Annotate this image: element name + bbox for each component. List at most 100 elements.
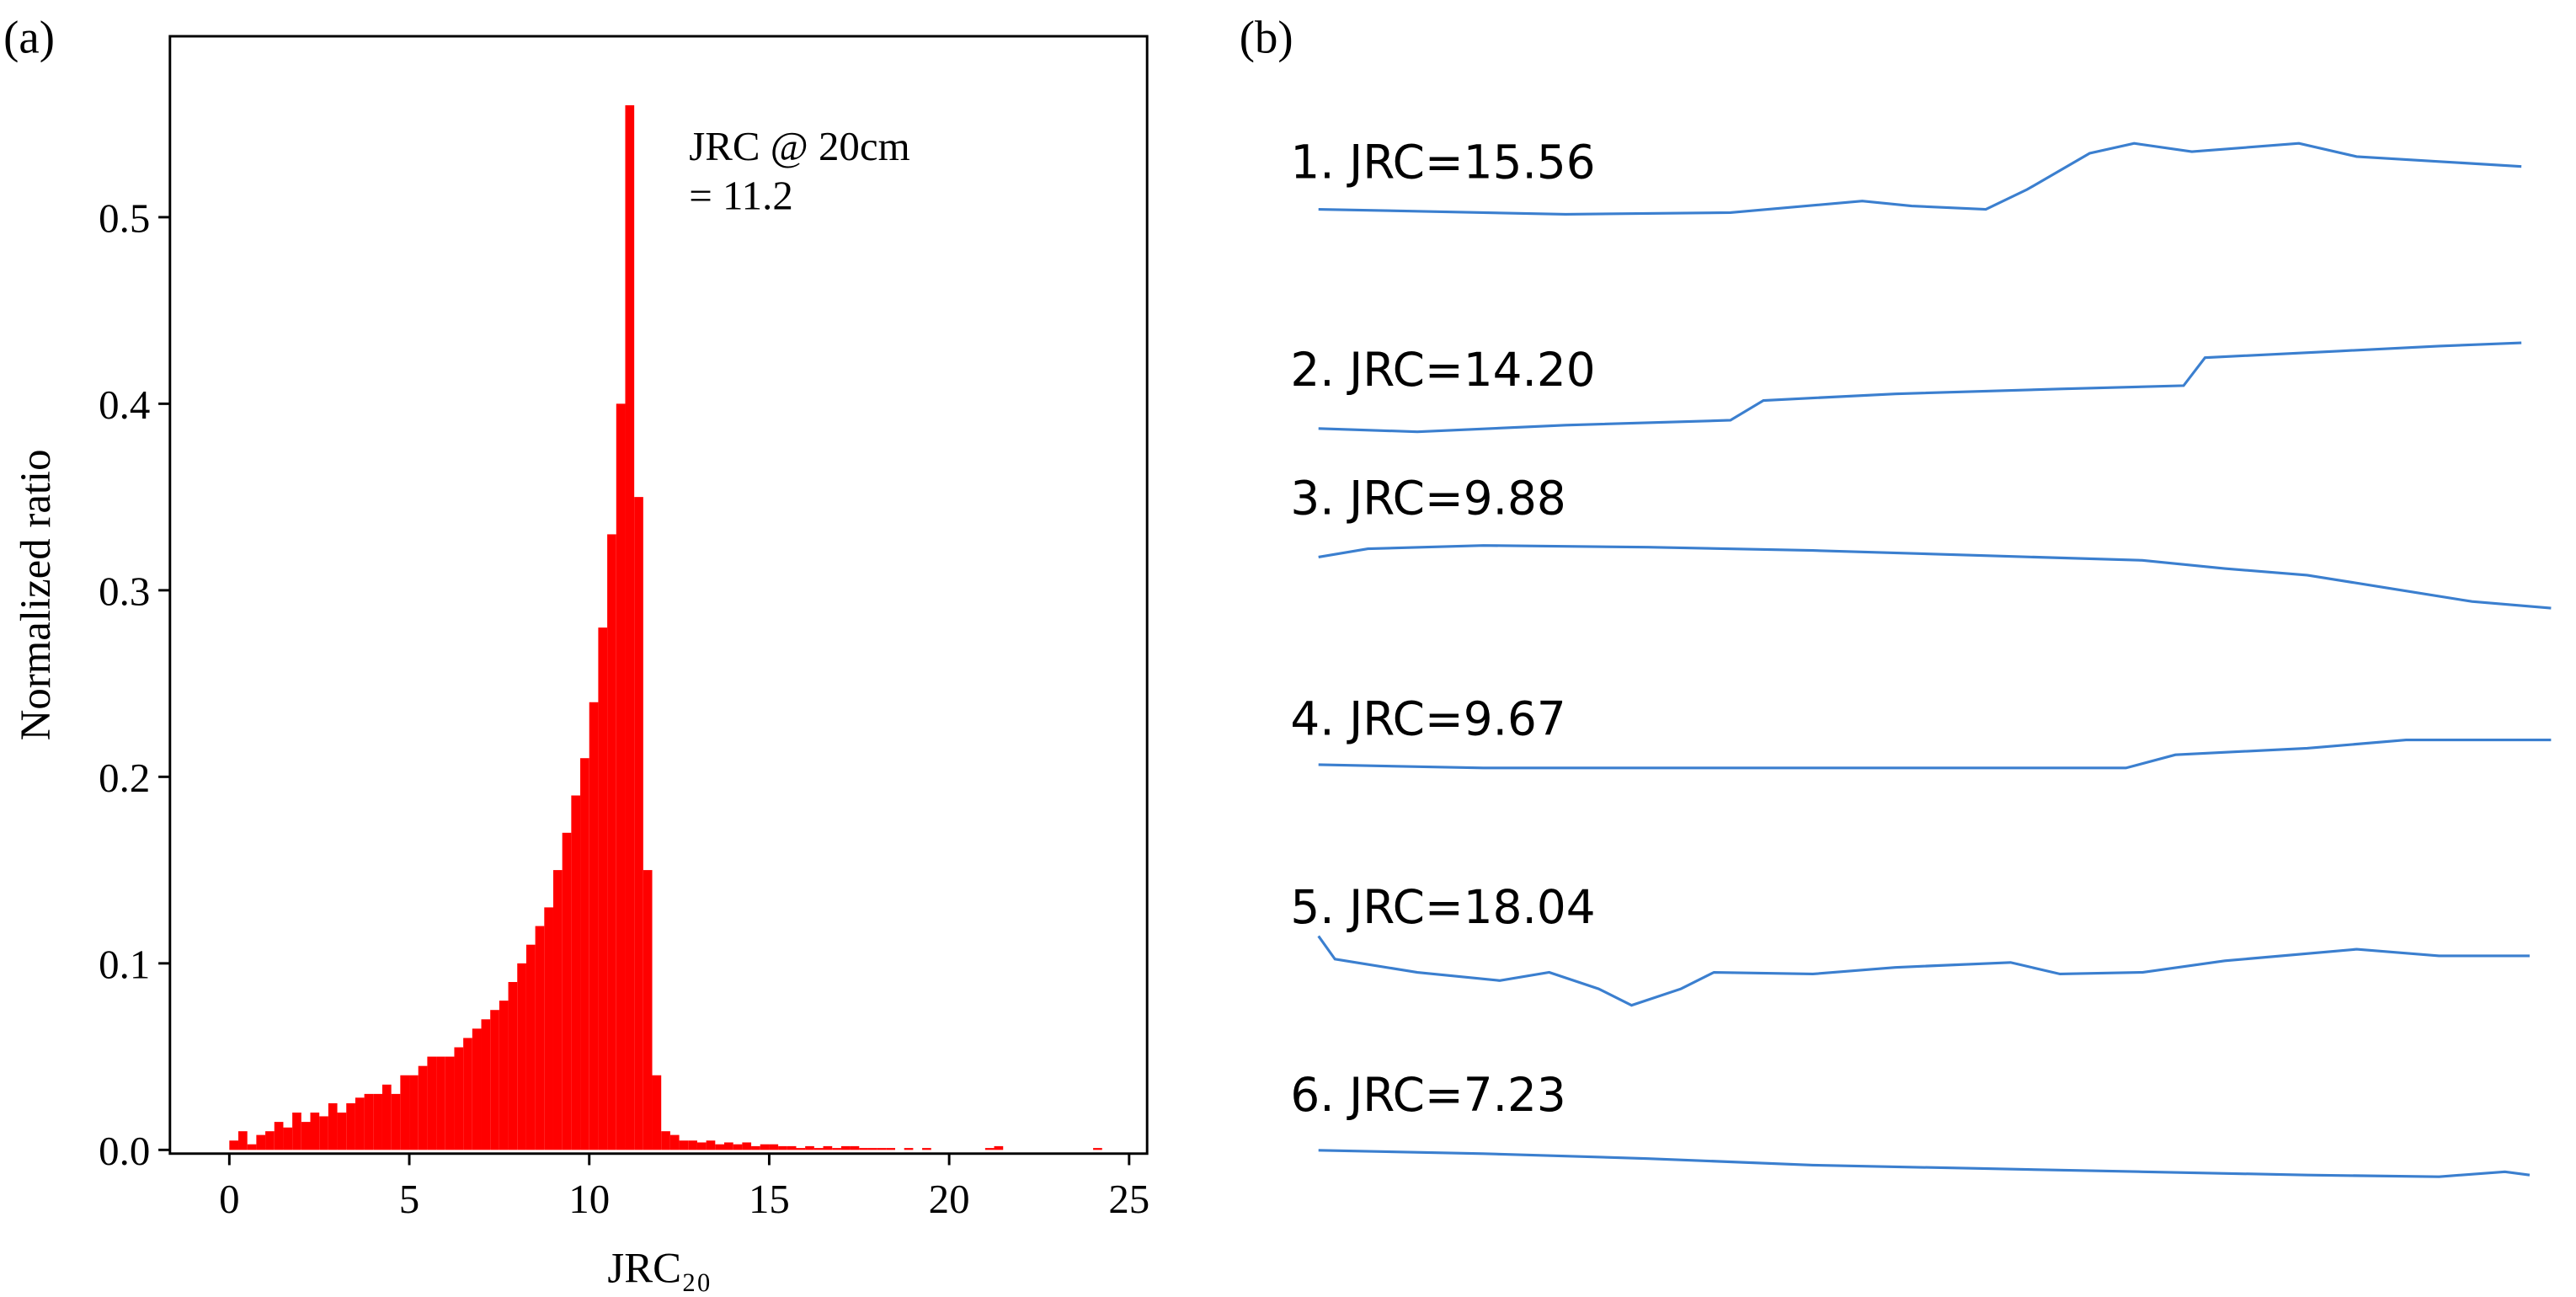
- bar: [265, 1131, 275, 1150]
- bar: [238, 1131, 248, 1150]
- bar: [445, 1056, 455, 1150]
- bar: [589, 702, 599, 1150]
- bar: [760, 1144, 770, 1150]
- y-axis-label: Normalized ratio: [13, 449, 60, 740]
- bar: [706, 1140, 716, 1150]
- bar: [535, 926, 545, 1150]
- bar: [805, 1145, 814, 1150]
- bar: [733, 1144, 743, 1150]
- profile-label: 2. JRC=14.20: [1290, 343, 1595, 397]
- bar: [301, 1122, 311, 1150]
- profile-label: 3. JRC=9.88: [1290, 472, 1565, 526]
- bar: [922, 1148, 931, 1150]
- bar: [463, 1038, 472, 1150]
- bar: [696, 1142, 707, 1150]
- bar: [525, 944, 536, 1150]
- bar: [319, 1116, 328, 1150]
- bar: [787, 1145, 797, 1150]
- bar: [742, 1142, 752, 1150]
- x-tick-label: 20: [929, 1176, 970, 1222]
- y-tick-label: 0.2: [99, 755, 150, 801]
- bar: [400, 1075, 410, 1150]
- bar: [634, 497, 643, 1150]
- bar: [292, 1113, 301, 1150]
- bar: [877, 1148, 887, 1150]
- bar: [328, 1102, 338, 1150]
- bar: [778, 1145, 787, 1150]
- bar: [1093, 1148, 1102, 1150]
- bar: [373, 1093, 382, 1150]
- bar: [859, 1148, 868, 1150]
- x-axis-label: JRC₂₀: [607, 1245, 711, 1292]
- bar: [364, 1093, 374, 1150]
- bar: [256, 1134, 266, 1150]
- y-tick-label: 0.5: [99, 195, 150, 242]
- bar: [661, 1131, 670, 1150]
- bar: [283, 1127, 293, 1150]
- panel-label: (b): [1240, 12, 1293, 63]
- bar: [552, 870, 563, 1150]
- bar: [472, 1028, 482, 1150]
- bar: [643, 870, 653, 1150]
- annotation: = 11.2: [689, 173, 793, 219]
- bar: [508, 981, 518, 1150]
- bar: [607, 534, 616, 1150]
- bar: [346, 1102, 355, 1150]
- bar: [454, 1047, 464, 1150]
- x-tick-label: 25: [1108, 1176, 1149, 1222]
- profile-line: [1318, 1149, 2531, 1178]
- bar: [769, 1144, 779, 1150]
- bar: [381, 1084, 392, 1150]
- bar: [355, 1097, 365, 1150]
- bar: [904, 1148, 914, 1150]
- bar: [886, 1148, 896, 1150]
- bar: [832, 1148, 841, 1150]
- bar: [840, 1145, 851, 1150]
- profile-label: 6. JRC=7.23: [1290, 1068, 1565, 1122]
- profile-line: [1318, 544, 2552, 610]
- bar: [418, 1065, 428, 1150]
- bar: [274, 1122, 284, 1150]
- bar: [616, 403, 626, 1150]
- y-tick-label: 0.4: [99, 382, 150, 428]
- bar: [247, 1144, 257, 1150]
- annotation: JRC @ 20cm: [689, 123, 909, 169]
- bar: [562, 832, 572, 1150]
- bar: [310, 1113, 320, 1150]
- profile-line: [1318, 739, 2552, 770]
- bar: [580, 758, 589, 1150]
- bar: [813, 1148, 824, 1150]
- bar: [436, 1056, 445, 1150]
- profile-line: [1317, 935, 2530, 1007]
- bar: [850, 1145, 860, 1150]
- bar: [823, 1145, 833, 1150]
- bar: [994, 1145, 1004, 1150]
- bar: [544, 907, 553, 1150]
- bar: [571, 795, 581, 1150]
- profile-label: 5. JRC=18.04: [1290, 880, 1595, 934]
- x-tick-label: 15: [749, 1176, 790, 1222]
- bar: [652, 1075, 662, 1150]
- bar: [867, 1148, 877, 1150]
- plot-frame: [168, 35, 1149, 1156]
- bar: [984, 1148, 995, 1150]
- bar: [427, 1056, 437, 1150]
- bar: [669, 1134, 680, 1150]
- bar: [715, 1144, 725, 1150]
- bar: [337, 1113, 347, 1150]
- bar: [724, 1142, 733, 1150]
- profile-label: 4. JRC=9.67: [1290, 692, 1565, 746]
- bar: [229, 1140, 239, 1150]
- x-tick-label: 5: [399, 1176, 419, 1222]
- x-tick-label: 0: [219, 1176, 239, 1222]
- bar: [517, 963, 526, 1150]
- bar: [679, 1140, 689, 1150]
- bar: [499, 1001, 509, 1150]
- bar: [490, 1010, 499, 1150]
- profile-line: [1318, 341, 2522, 434]
- profile-line: [1318, 141, 2522, 216]
- x-tick-label: 10: [568, 1176, 610, 1222]
- bar: [481, 1019, 491, 1150]
- bar: [751, 1145, 760, 1150]
